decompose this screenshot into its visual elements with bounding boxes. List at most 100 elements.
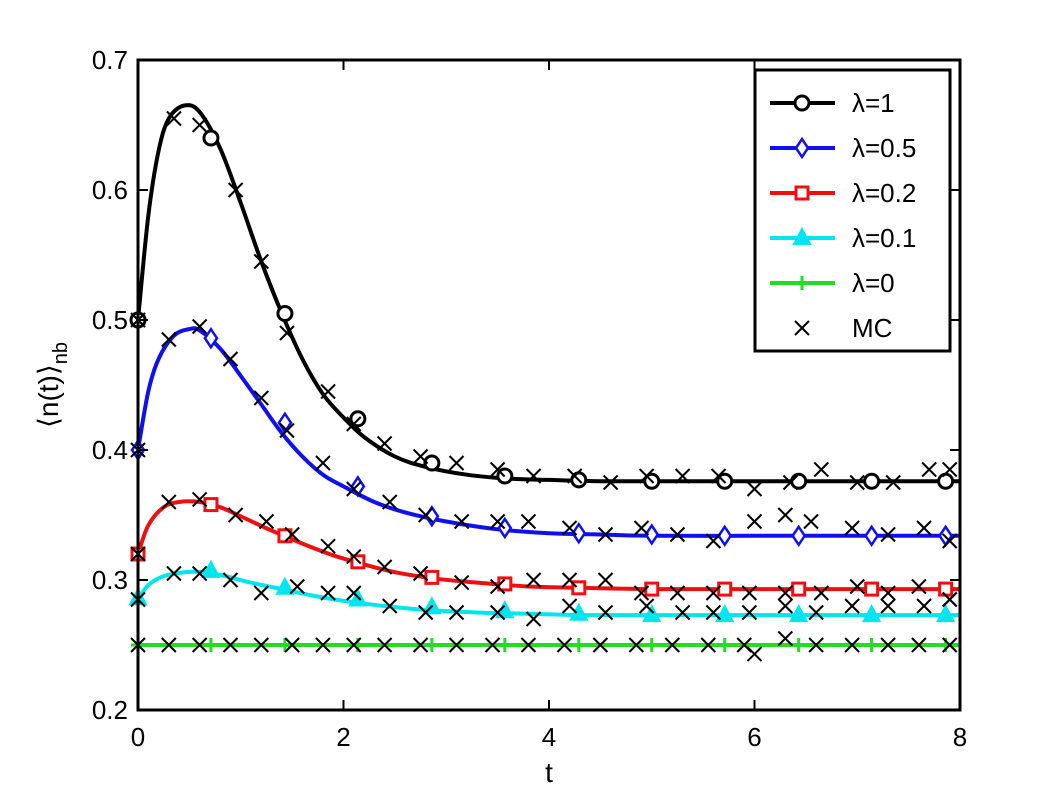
- data-point: [741, 604, 758, 621]
- data-point: [161, 494, 177, 510]
- data-point: [279, 422, 295, 439]
- data-point: [320, 538, 336, 554]
- data-point: [412, 637, 429, 653]
- data-point: [376, 559, 393, 575]
- data-point: [566, 468, 583, 484]
- legend-marker: [794, 136, 810, 160]
- data-point: [669, 526, 686, 543]
- data-point: [700, 637, 716, 653]
- data-point: [561, 520, 578, 536]
- data-point: [864, 581, 880, 597]
- data-point: [489, 513, 506, 530]
- legend-marker: [794, 185, 810, 201]
- data-point: [674, 604, 691, 621]
- legend-item: λ=0: [770, 268, 895, 298]
- data-point: [597, 604, 614, 621]
- svg-text:⟨n(t)⟩nb: ⟨n(t)⟩nb: [33, 342, 72, 428]
- data-point: [849, 578, 865, 595]
- data-point: [315, 637, 331, 653]
- tick-layer: 0 2 4 6 8 0.2 0.3 0.4 0.5 0.6 0.7: [92, 45, 967, 752]
- data-point: [808, 604, 824, 621]
- data-point: [808, 637, 824, 653]
- data-point: [863, 472, 881, 490]
- data-point: [803, 513, 819, 530]
- data-point: [284, 526, 300, 543]
- data-point: [191, 117, 208, 133]
- legend-item: λ=0.1: [770, 223, 916, 253]
- data-point: [561, 598, 578, 614]
- series-6: [130, 110, 958, 662]
- legend-label: λ=0: [852, 268, 895, 298]
- x-tick-label: 0: [131, 722, 145, 752]
- data-point: [916, 598, 932, 614]
- data-point: [203, 638, 218, 652]
- data-point: [638, 468, 655, 484]
- data-point: [191, 565, 208, 582]
- data-point: [633, 585, 650, 601]
- y-tick-label: 0.7: [92, 45, 128, 75]
- y-tick-label: 0.5: [92, 305, 128, 335]
- data-point: [791, 524, 807, 548]
- x-tick-label: 8: [953, 722, 967, 752]
- data-point: [227, 182, 244, 198]
- x-tick-label: 2: [336, 722, 350, 752]
- data-point: [448, 604, 465, 621]
- data-point: [864, 524, 880, 548]
- data-point: [717, 524, 733, 548]
- data-point: [279, 325, 295, 341]
- data-point: [916, 520, 932, 536]
- data-point: [561, 572, 578, 588]
- data-point: [520, 637, 537, 653]
- legend-item: MC: [794, 313, 892, 343]
- legend-item: λ=0.5: [770, 133, 916, 163]
- series-line: [136, 499, 960, 592]
- data-point: [222, 351, 239, 367]
- data-point: [777, 507, 794, 523]
- data-point: [424, 638, 439, 652]
- data-point: [746, 481, 763, 497]
- data-point: [222, 572, 239, 588]
- legend: λ=1 λ=0.5 λ=0.2 λ=0.1 λ=0 MC: [753, 68, 952, 353]
- data-point: [489, 604, 506, 621]
- data-point: [592, 637, 609, 653]
- data-point: [423, 454, 441, 472]
- data-point: [277, 638, 292, 652]
- data-point: [664, 637, 681, 653]
- data-point: [346, 548, 362, 565]
- data-point: [638, 598, 655, 614]
- data-point: [844, 520, 860, 536]
- legend-box: [753, 68, 952, 353]
- data-point: [571, 580, 587, 596]
- y-tick-label: 0.2: [92, 695, 128, 725]
- data-point: [382, 598, 398, 614]
- data-point: [284, 637, 300, 653]
- data-point: [669, 585, 686, 601]
- y-tick-label: 0.3: [92, 565, 128, 595]
- data-point: [161, 637, 177, 653]
- data-point: [791, 638, 806, 652]
- x-tick-label: 4: [542, 722, 556, 752]
- legend-marker: [794, 320, 810, 336]
- legend-marker: [793, 94, 811, 112]
- data-point: [525, 611, 542, 627]
- data-point: [320, 383, 336, 400]
- data-point: [417, 604, 434, 621]
- data-point: [276, 305, 294, 322]
- data-point: [412, 448, 429, 465]
- data-point: [844, 598, 860, 614]
- data-point: [253, 390, 270, 406]
- data-point: [571, 638, 586, 652]
- data-point: [166, 565, 182, 582]
- data-point: [201, 559, 221, 578]
- data-point: [191, 637, 208, 653]
- data-point: [424, 569, 440, 585]
- data-point: [791, 581, 807, 597]
- data-point: [253, 637, 270, 653]
- data-point: [777, 630, 794, 647]
- data-point: [849, 474, 865, 491]
- legend-label: λ=0.5: [852, 133, 916, 163]
- data-point: [202, 129, 220, 147]
- data-point: [813, 461, 829, 478]
- legend-marker: [795, 276, 809, 290]
